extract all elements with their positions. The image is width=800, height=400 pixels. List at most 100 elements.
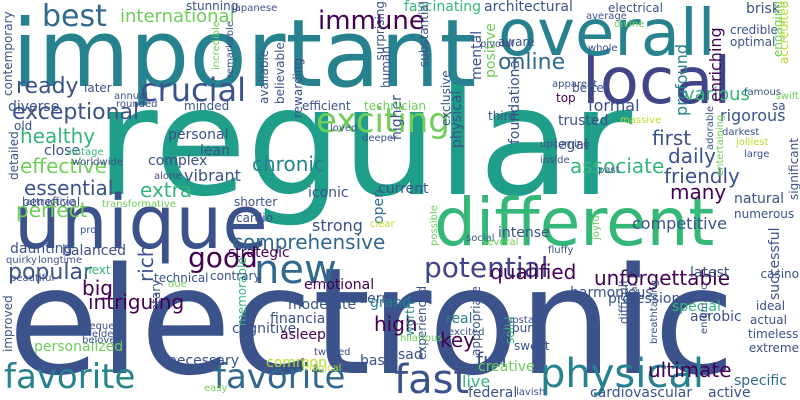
cloud-word: hilarious	[400, 333, 443, 344]
cloud-word: stunning	[186, 0, 239, 13]
cloud-word: rich	[134, 244, 158, 282]
cloud-word: pro	[80, 225, 97, 236]
cloud-word: strategic	[228, 245, 290, 261]
cloud-word: personalized	[34, 339, 124, 355]
cloud-word: annual	[114, 91, 149, 102]
cloud-word: longtime	[38, 255, 83, 266]
cloud-word: extra	[140, 178, 193, 202]
cloud-word: deeper	[362, 133, 398, 144]
cloud-word: unforgettable	[594, 266, 730, 290]
cloud-word: special	[672, 299, 721, 315]
cloud-word: trusted	[558, 113, 609, 129]
cloud-word: upcoming	[540, 139, 590, 150]
cloud-word: exciting	[316, 101, 450, 141]
cloud-word: legal	[554, 137, 588, 153]
cloud-word: formal	[588, 96, 640, 115]
cloud-word: architectural	[484, 0, 573, 15]
cloud-word: extreme	[748, 341, 799, 355]
cloud-word: believable	[273, 42, 287, 104]
cloud-word: financial	[270, 311, 330, 327]
cloud-word: experienced	[415, 285, 429, 360]
cloud-word: real	[446, 311, 473, 327]
cloud-word: contemporary	[1, 11, 15, 96]
cloud-word: intriguing	[88, 290, 185, 314]
cloud-word: balanced	[62, 243, 127, 259]
cloud-word: fascinating	[404, 0, 481, 15]
cloud-word: exceptional	[12, 100, 140, 125]
cloud-word: technician	[364, 99, 427, 113]
cloud-word: credible	[730, 23, 778, 37]
cloud-word: full	[476, 348, 507, 372]
cloud-word: foundational	[507, 56, 523, 144]
cloud-word: good	[188, 241, 258, 274]
cloud-word: available	[257, 49, 271, 104]
cloud-word: comprehensive	[232, 230, 386, 254]
cloud-word: overall	[498, 0, 716, 71]
cloud-word: active	[708, 385, 751, 400]
cloud-word: favorite	[4, 357, 136, 397]
cloud-word: divine	[614, 19, 645, 30]
cloud-word: inside	[540, 155, 570, 166]
cloud-word: fast	[394, 357, 470, 400]
cloud-word: substantial	[417, 1, 431, 68]
cloud-word: numerous	[734, 207, 795, 221]
cloud-word: current	[378, 181, 429, 197]
cloud-word: minded	[184, 99, 230, 113]
cloud-word: improved	[1, 295, 15, 352]
cloud-word: natural	[734, 191, 785, 207]
cloud-word: important	[12, 0, 477, 109]
cloud-word: excited	[448, 327, 485, 338]
cloud-word: remarkable	[225, 20, 236, 78]
cloud-word: best	[42, 0, 107, 34]
cloud-word: several	[482, 237, 519, 248]
cloud-word: daily	[668, 144, 716, 168]
cloud-word: massive	[620, 115, 662, 126]
cloud-word: lavish	[516, 387, 546, 398]
cloud-word: pivotal	[480, 39, 514, 50]
cloud-word: alone	[154, 171, 182, 182]
cloud-word: joyful	[591, 212, 602, 240]
cloud-word: intense	[498, 225, 550, 241]
cloud-word: first	[652, 126, 692, 150]
cloud-word: frequent	[82, 321, 125, 332]
cloud-word: friendly	[664, 164, 740, 188]
cloud-word: attractive	[26, 197, 75, 208]
cloud-word: immune	[318, 6, 425, 36]
cloud-word: qualified	[490, 260, 577, 284]
cloud-word: profound	[672, 43, 691, 116]
cloud-word: local	[582, 45, 732, 119]
cloud-word: twisted	[314, 347, 351, 358]
cloud-word: better	[572, 81, 609, 95]
cloud-word: famous	[744, 87, 782, 98]
cloud-word: unique	[14, 180, 268, 266]
cloud-word: vibrant	[184, 166, 241, 185]
cloud-word: sa	[772, 99, 786, 113]
cloud-word: creative	[478, 359, 535, 375]
cloud-word: close	[44, 143, 81, 159]
cloud-word: moderate	[288, 297, 357, 313]
cloud-word: incredible	[211, 20, 222, 70]
cloud-word: potential	[424, 251, 549, 284]
cloud-word: online	[498, 50, 566, 75]
cloud-word: popular	[8, 260, 92, 285]
cloud-word: diverse	[8, 99, 60, 115]
cloud-word: darkest	[722, 127, 760, 138]
cloud-word: sad	[398, 347, 423, 363]
cloud-word: many	[670, 180, 727, 204]
cloud-word: top	[556, 91, 576, 105]
cloud-word: magical	[302, 363, 342, 374]
cloud-word: complex	[148, 153, 208, 169]
cloud-word: beautiful	[10, 273, 55, 284]
cloud-word: competitive	[632, 214, 727, 233]
cloud-word: shorter	[234, 195, 278, 209]
cloud-word: sedentary	[149, 279, 163, 340]
cloud-word: beloved	[82, 335, 122, 346]
cloud-word: optimal	[730, 35, 776, 49]
cloud-word: upstart	[506, 315, 542, 326]
cloud-word: rigorous	[720, 106, 786, 125]
cloud-word: large	[744, 149, 770, 160]
cloud-word: strong	[312, 216, 363, 235]
cloud-word: elderly	[92, 329, 127, 340]
cloud-word: technical	[154, 271, 209, 285]
